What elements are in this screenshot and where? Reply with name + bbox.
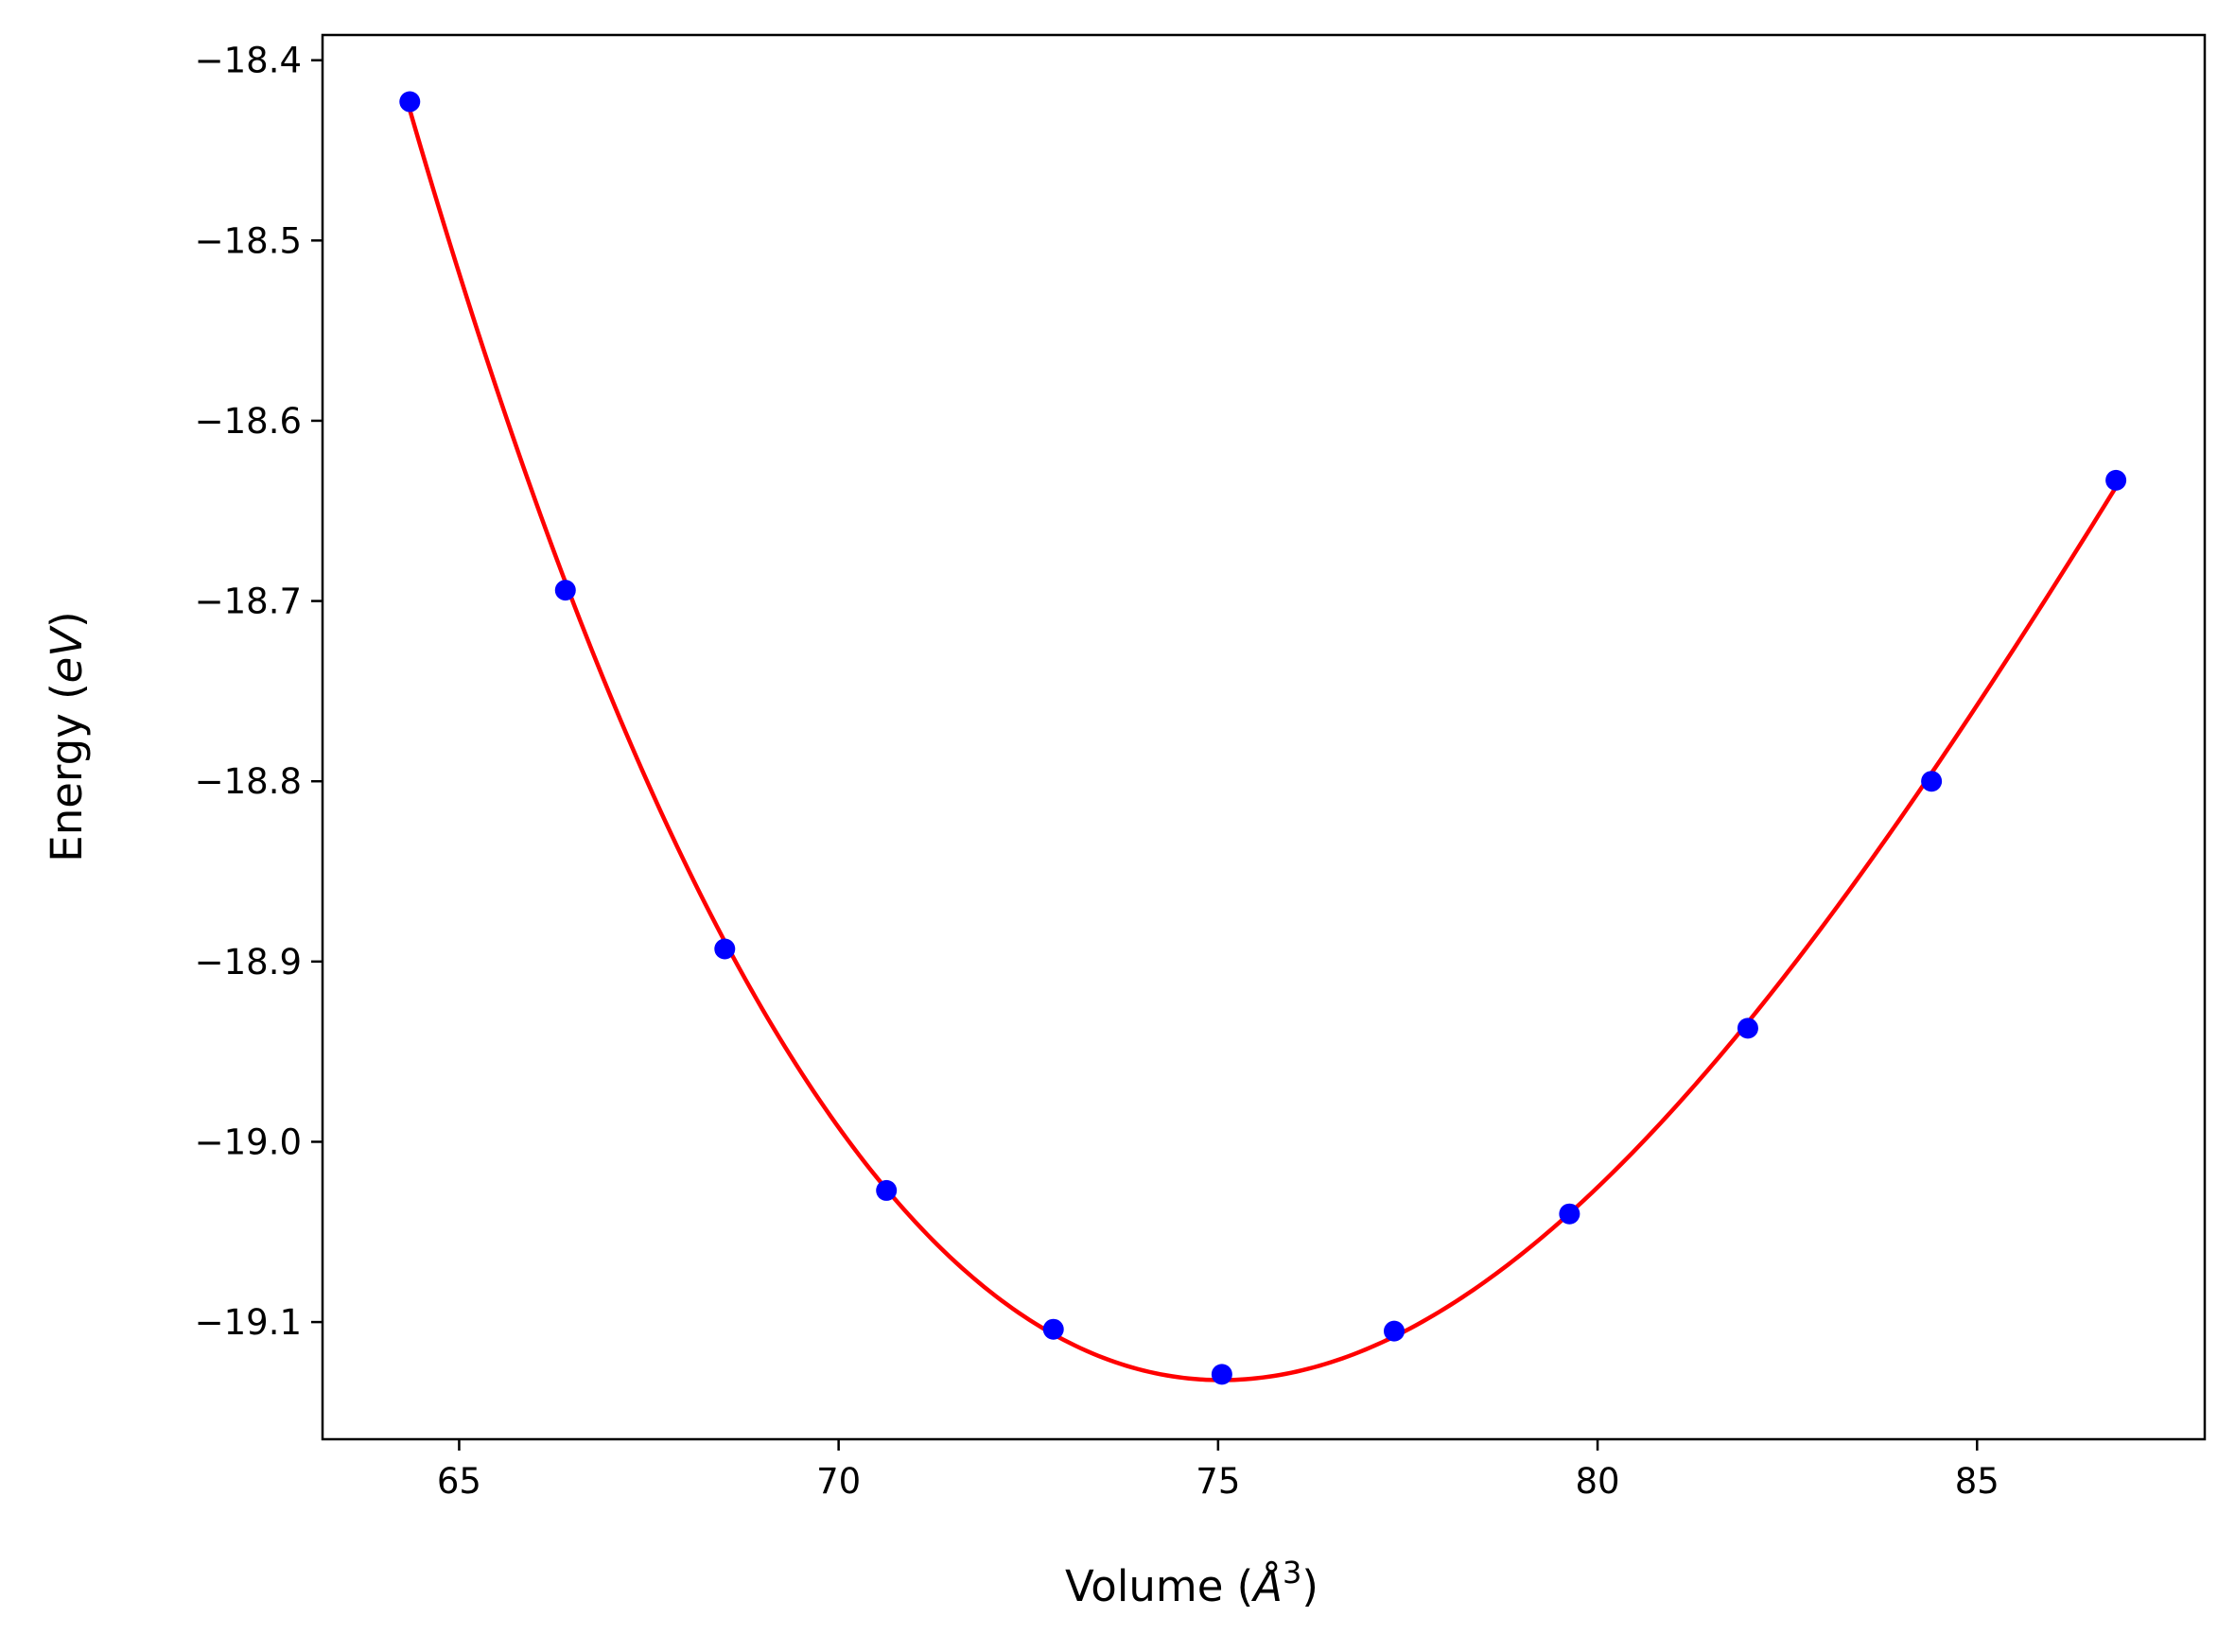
- y-tick-label: −18.8: [195, 761, 302, 802]
- y-axis-label: Energy (eV): [42, 611, 92, 861]
- data-point: [554, 580, 576, 601]
- y-tick-label: −18.6: [195, 401, 302, 442]
- fit-curve-line: [408, 109, 2119, 1382]
- y-axis-ticks: −18.4 −18.5 −18.6 −18.7 −18.8 −18.9 −19.0 −19.1: [195, 41, 323, 1343]
- data-point: [1737, 1017, 1758, 1039]
- data-point: [714, 938, 736, 960]
- plot-frame: [321, 33, 2207, 1441]
- data-point: [876, 1179, 898, 1201]
- x-tick-label: 65: [437, 1461, 481, 1502]
- plot-area: [323, 35, 2205, 1439]
- data-point: [1211, 1364, 1232, 1385]
- x-axis-label: Volume (Å3): [1065, 1555, 1318, 1611]
- data-point: [1042, 1318, 1064, 1340]
- data-point: [2105, 469, 2127, 491]
- data-point: [399, 91, 421, 113]
- data-point: [1559, 1203, 1580, 1225]
- data-points: [399, 91, 2127, 1385]
- x-tick-label: 75: [1196, 1461, 1240, 1502]
- x-axis-ticks: 65 70 75 80 85: [437, 1439, 1999, 1502]
- y-tick-label: −19.0: [195, 1122, 302, 1162]
- y-tick-label: −18.7: [195, 582, 302, 622]
- y-tick-label: −18.9: [195, 942, 302, 983]
- data-point: [1384, 1320, 1406, 1342]
- x-tick-label: 85: [1955, 1461, 1999, 1502]
- x-tick-label: 80: [1576, 1461, 1620, 1502]
- x-tick-label: 70: [816, 1461, 861, 1502]
- y-tick-label: −18.5: [195, 220, 302, 261]
- y-tick-label: −19.1: [195, 1302, 302, 1343]
- data-point: [1921, 771, 1943, 792]
- y-tick-label: −18.4: [195, 41, 302, 81]
